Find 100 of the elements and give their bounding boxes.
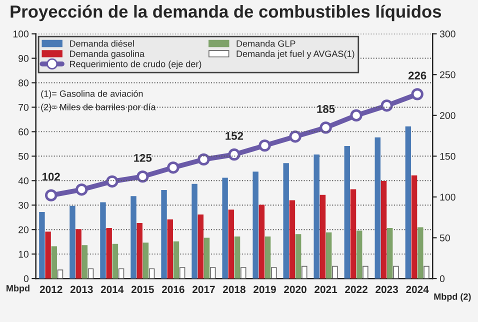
x-tick-label: 2016	[162, 286, 184, 294]
point	[289, 130, 302, 143]
bar	[51, 246, 58, 279]
y2-tick-label: 0	[440, 275, 445, 282]
point	[258, 139, 271, 152]
point	[198, 153, 210, 166]
bar	[283, 163, 289, 279]
legend-label: Demanda gasolina	[70, 50, 145, 59]
y-axis-title: Mbpd	[6, 284, 30, 294]
y-tick-label: 90	[18, 55, 29, 62]
bar	[82, 245, 88, 279]
bar	[112, 244, 118, 279]
data-label: 226	[408, 72, 426, 80]
data-label: 152	[226, 132, 244, 140]
bar	[424, 266, 430, 279]
bar	[161, 190, 167, 279]
bar	[374, 137, 381, 279]
bar	[210, 267, 216, 279]
point	[106, 175, 118, 188]
bar	[344, 146, 350, 279]
bar	[142, 242, 149, 279]
y-tick-label: 0	[24, 275, 29, 282]
bar	[100, 202, 106, 279]
legend-label: Demanda GLP	[236, 40, 296, 47]
y-tick-label: 50	[18, 152, 29, 160]
x-tick-label: 2015	[131, 286, 154, 294]
legend-label: Requerimiento de crudo (eje der)	[70, 60, 202, 69]
data-label: 102	[42, 172, 60, 181]
bar	[39, 212, 45, 279]
point	[136, 170, 149, 183]
bar	[332, 266, 338, 279]
legend-label: Demanda diésel	[70, 40, 134, 47]
bar	[258, 204, 265, 279]
bar	[405, 126, 412, 279]
point	[380, 99, 393, 112]
annotation: (2)= Miles de barriles por día	[41, 104, 156, 112]
bar	[271, 267, 277, 279]
y-tick-label: 30	[18, 202, 29, 209]
point	[45, 189, 58, 202]
x-tick-label: 2021	[314, 286, 338, 294]
bar	[148, 268, 155, 279]
bar	[76, 229, 82, 279]
data-label: 185	[317, 105, 335, 113]
y-tick-label: 70	[18, 104, 29, 111]
x-tick-label: 2019	[254, 286, 276, 294]
bar	[192, 184, 198, 279]
bar	[179, 267, 186, 279]
bar	[314, 154, 320, 279]
x-tick-label: 2012	[40, 286, 62, 294]
bar	[57, 270, 64, 279]
y-tick-label: 80	[18, 79, 29, 86]
x-tick-label: 2020	[284, 286, 306, 294]
annotation: (1)= Gasolina de aviación	[41, 90, 143, 99]
point	[228, 148, 240, 161]
x-tick-label: 2013	[70, 286, 93, 294]
bar	[362, 266, 368, 279]
bar	[118, 268, 124, 279]
bar	[130, 196, 136, 279]
point	[76, 184, 88, 196]
point	[167, 161, 180, 174]
y2-tick-label: 100	[440, 194, 456, 201]
chart-title: Proyección de la demanda de combustibles líquidos	[10, 4, 442, 22]
bar	[88, 268, 94, 279]
point	[350, 109, 362, 122]
bar	[106, 228, 112, 279]
bar	[393, 266, 399, 279]
x-tick-label: 2023	[376, 286, 398, 294]
bar	[70, 206, 76, 279]
bar	[411, 175, 418, 279]
legend-label: Demanda jet fuel y AVGAS(1)	[236, 50, 354, 59]
bar	[222, 178, 228, 279]
y2-axis-title: Mbpd (2)	[434, 293, 471, 302]
data-label: 125	[134, 154, 152, 162]
y2-tick-label: 50	[440, 234, 450, 242]
bar	[326, 232, 332, 279]
y-tick-label: 40	[18, 177, 29, 184]
bar	[167, 219, 173, 279]
point	[411, 88, 424, 100]
bar	[302, 266, 308, 279]
y2-tick-label: 250	[440, 71, 456, 78]
bar	[320, 194, 326, 279]
bar	[173, 241, 180, 279]
bar	[45, 232, 51, 279]
bar	[289, 200, 296, 279]
x-tick-label: 2024	[406, 286, 429, 294]
bar	[136, 223, 142, 279]
bar	[264, 236, 271, 279]
bar	[204, 238, 210, 279]
bar	[418, 227, 424, 279]
y2-tick-label: 150	[440, 152, 456, 160]
y2-tick-label: 200	[440, 112, 456, 119]
x-tick-label: 2014	[100, 286, 124, 294]
bar	[380, 180, 387, 279]
x-tick-label: 2017	[192, 286, 215, 294]
bar	[387, 228, 393, 279]
y2-tick-label: 300	[440, 30, 456, 38]
bar	[198, 214, 204, 279]
bar	[295, 234, 302, 279]
y-tick-label: 60	[18, 128, 29, 136]
y-tick-label: 20	[18, 226, 29, 234]
